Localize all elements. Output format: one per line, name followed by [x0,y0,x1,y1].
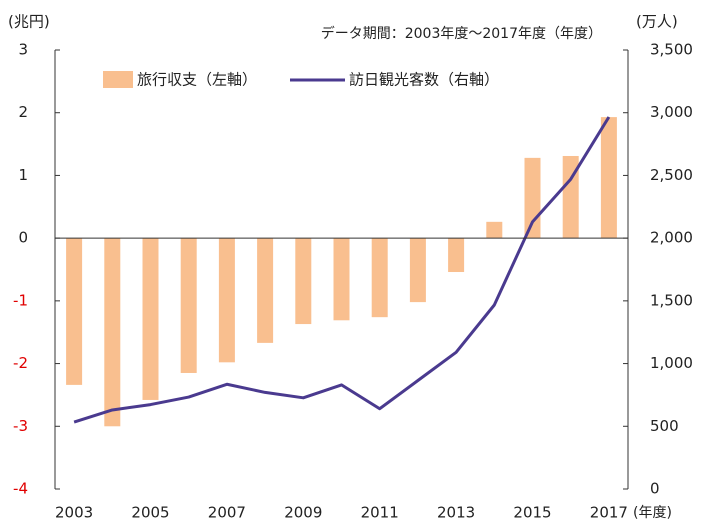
bar [448,238,465,273]
x-tick-label: 2017 [590,504,628,522]
right-unit: (万人) [636,13,678,31]
y2-tick-label: 0 [650,480,660,498]
y-tick-label: 0 [18,229,28,247]
bar [295,238,312,325]
y2-tick-label: 1,500 [650,291,693,309]
y2-tick-label: 3,500 [650,41,693,59]
bar [333,238,350,321]
x-tick-label: 2007 [208,504,246,522]
bar [524,157,541,239]
bar [142,238,159,400]
y-tick-label: -1 [13,291,28,309]
line [73,116,611,424]
x-unit: (年度) [633,505,672,521]
bar [486,221,503,239]
y2-tick-label: 500 [650,417,679,435]
bar [104,238,121,427]
bar [257,238,274,343]
y2-tick-label: 2,500 [650,166,693,184]
legend-swatch [103,71,133,88]
y-tick-label: 2 [18,103,28,121]
bar [218,238,235,363]
x-tick-label: 2005 [131,504,169,522]
y-tick-label: -4 [13,480,28,498]
period-note: データ期間：2003年度～2017年度（年度） [321,25,602,42]
legend-label: 訪日観光客数（右軸） [349,71,499,89]
bar [180,238,197,373]
y-tick-label: 3 [18,41,28,59]
x-tick-label: 2015 [513,504,551,522]
y2-tick-label: 1,000 [650,354,693,372]
y-tick-label: 1 [18,166,28,184]
y2-tick-label: 2,000 [650,229,693,247]
x-tick-label: 2009 [284,504,322,522]
bar [66,238,83,385]
left-unit: (兆円) [8,13,50,31]
bar [409,238,426,303]
bar [600,117,617,239]
y-tick-label: -3 [13,417,28,435]
x-tick-label: 2003 [55,504,93,522]
bar [371,238,388,318]
legend-label: 旅行収支（左軸） [137,71,257,89]
y2-tick-label: 3,000 [650,103,693,121]
x-tick-label: 2011 [361,504,399,522]
y-tick-label: -2 [13,354,28,372]
x-tick-label: 2013 [437,504,475,522]
bar [562,155,579,239]
